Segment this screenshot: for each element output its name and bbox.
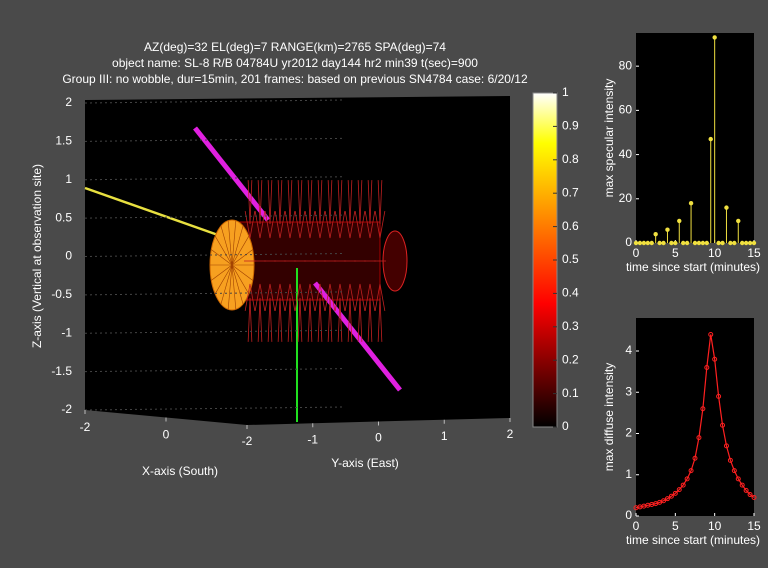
z-tick-label: 1	[65, 172, 72, 186]
x-tick-label: 0	[633, 246, 640, 260]
z-tick-label: -1	[61, 325, 72, 339]
y-tick-label: 3	[625, 384, 632, 398]
y-tick-label: 0	[625, 235, 632, 249]
chart-title: object name: SL-8 R/B 04784U yr2012 day1…	[112, 56, 478, 70]
axes-diffuse	[636, 318, 754, 516]
x-tick-label: 10	[708, 246, 722, 260]
stem-marker	[728, 241, 732, 245]
figure: AZ(deg)=32 EL(deg)=7 RANGE(km)=2765 SPA(…	[0, 0, 768, 568]
z-tick-label: 2	[65, 95, 72, 109]
stem-marker	[712, 35, 716, 39]
z-tick-label: 0	[65, 249, 72, 263]
stem-marker	[740, 241, 744, 245]
y-tick-label: 80	[619, 58, 633, 72]
colorbar-tick-label: 1	[562, 85, 569, 99]
colorbar-tick-label: 0.4	[562, 286, 579, 300]
x-axis-label: X-axis (South)	[142, 464, 218, 478]
colorbar-tick-label: 0.7	[562, 185, 579, 199]
page: AZ(deg)=32 EL(deg)=7 RANGE(km)=2765 SPA(…	[0, 0, 768, 568]
stem-marker	[634, 241, 638, 245]
y-tick-label: -2	[242, 434, 253, 448]
stem-marker	[720, 241, 724, 245]
x-tick-label: 0	[163, 428, 170, 442]
stem-marker	[752, 241, 756, 245]
y-axis-label: Y-axis (East)	[331, 456, 399, 470]
stem-marker	[677, 219, 681, 223]
stem-marker	[732, 241, 736, 245]
stem-marker	[661, 241, 665, 245]
colorbar-tick-label: 0	[562, 419, 569, 433]
z-tick-label: 0.5	[55, 210, 72, 224]
stem-marker	[701, 241, 705, 245]
stem-marker	[685, 241, 689, 245]
stem-marker	[665, 228, 669, 232]
chart-title: Group III: no wobble, dur=15min, 201 fra…	[62, 72, 528, 86]
z-axis-label: Z-axis (Vertical at observation site)	[30, 164, 44, 348]
colorbar-tick-label: 0.5	[562, 252, 579, 266]
x-tick-label: 5	[672, 519, 679, 533]
stem-marker	[744, 241, 748, 245]
y-tick-label: 0	[625, 508, 632, 522]
stem-marker	[689, 201, 693, 205]
stem-marker	[669, 241, 673, 245]
y-tick-label: 4	[625, 343, 632, 357]
colorbar-tick-label: 0.8	[562, 152, 579, 166]
y-tick-label: -1	[307, 432, 318, 446]
stem-marker	[646, 241, 650, 245]
stem-marker	[657, 241, 661, 245]
z-tick-label: -1.5	[51, 364, 72, 378]
y-tick-label: 60	[619, 103, 633, 117]
x-tick-label: 15	[747, 519, 761, 533]
x-tick-label: 10	[708, 519, 722, 533]
z-tick-label: -0.5	[51, 287, 72, 301]
x-tick-label: 15	[747, 246, 761, 260]
x-tick-label: 0	[633, 519, 640, 533]
stem-marker	[724, 205, 728, 209]
x-axis-label: time since start (minutes)	[626, 533, 760, 547]
stem-marker	[697, 241, 701, 245]
stem-marker	[693, 241, 697, 245]
stem-marker	[716, 241, 720, 245]
x-axis-label: time since start (minutes)	[626, 260, 760, 274]
y-tick-label: 1	[441, 429, 448, 443]
z-tick-label: 1.5	[55, 134, 72, 148]
stem-marker	[650, 241, 654, 245]
axes-specular	[636, 33, 754, 243]
y-tick-label: 40	[619, 147, 633, 161]
stem-marker	[653, 232, 657, 236]
stem-marker	[709, 137, 713, 141]
y-tick-label: 2	[507, 427, 514, 441]
stem-marker	[673, 241, 677, 245]
y-tick-label: 0	[375, 431, 382, 445]
y-tick-label: 2	[625, 426, 632, 440]
x-tick-label: -2	[80, 420, 91, 434]
colorbar-tick-label: 0.2	[562, 352, 579, 366]
colorbar-tick-label: 0.9	[562, 119, 579, 133]
stem-marker	[638, 241, 642, 245]
colorbar-tick-label: 0.6	[562, 219, 579, 233]
y-axis-label: max diffuse intensity	[602, 363, 616, 472]
x-tick-label: 5	[672, 246, 679, 260]
stem-marker	[642, 241, 646, 245]
y-tick-label: 1	[625, 467, 632, 481]
stem-marker	[736, 219, 740, 223]
stem-marker	[748, 241, 752, 245]
colorbar-tick-label: 0.3	[562, 319, 579, 333]
stem-marker	[681, 241, 685, 245]
y-axis-label: max specular intensity	[602, 79, 616, 198]
cylinder-end	[383, 231, 407, 291]
chart-title: AZ(deg)=32 EL(deg)=7 RANGE(km)=2765 SPA(…	[144, 40, 446, 54]
y-tick-label: 20	[619, 191, 633, 205]
colorbar-tick-label: 0.1	[562, 386, 579, 400]
z-tick-label: -2	[61, 402, 72, 416]
stem-marker	[705, 241, 709, 245]
